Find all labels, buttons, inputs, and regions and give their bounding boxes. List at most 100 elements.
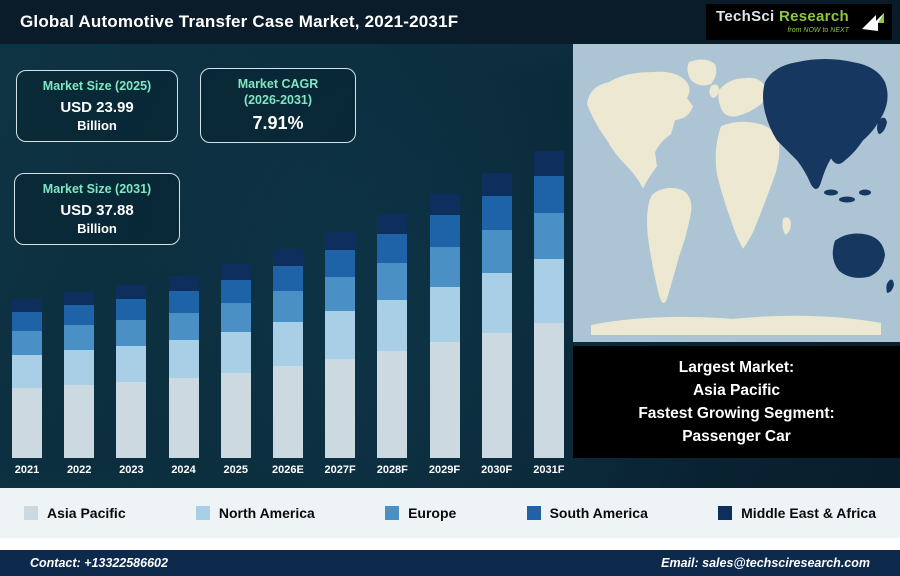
x-axis-label: 2021	[14, 464, 40, 476]
stat-box-market-cagr: Market CAGR (2026-2031) 7.91%	[200, 68, 356, 144]
bar-segment	[533, 213, 564, 259]
map-europe	[718, 77, 767, 117]
logo-name-part1: TechSci	[716, 8, 779, 26]
map-australia-highlight	[832, 233, 885, 278]
map-japan	[877, 117, 887, 135]
bar-segment	[116, 299, 147, 320]
map-greenland	[687, 59, 717, 86]
bar-segment	[325, 250, 356, 277]
bar-segment	[429, 287, 460, 342]
footer-bar: Contact: +13322586602 Email: sales@techs…	[0, 550, 900, 576]
chart-column-2023: 2023	[116, 285, 147, 480]
bar-segment	[12, 331, 42, 355]
x-axis-label: 2024	[171, 464, 196, 476]
bar-segment	[429, 247, 460, 287]
bar-segment	[272, 366, 303, 458]
map-africa	[715, 121, 780, 249]
bar-segment	[168, 291, 199, 313]
legend-item-middle-east-africa: Middle East & Africa	[718, 505, 876, 521]
stat-sublabel: (2026-2031)	[243, 92, 313, 107]
stat-box-market-size-2025: Market Size (2025) USD 23.99 Billion	[16, 70, 178, 142]
stat-value: USD 23.99	[60, 98, 134, 116]
map-south-america	[647, 187, 692, 304]
chart-column-2025: 2025	[220, 264, 251, 480]
bar-segment	[325, 232, 356, 250]
bar-stack	[64, 292, 95, 458]
bar-segment	[272, 322, 303, 366]
bar-segment	[12, 355, 42, 388]
bar-segment	[220, 332, 251, 373]
logo-tagline: from NOW to NEXT	[787, 26, 849, 34]
bar-segment	[429, 194, 460, 215]
fastest-segment-value: Passenger Car	[682, 428, 791, 446]
bar-segment	[12, 299, 42, 312]
bar-segment	[220, 280, 251, 303]
largest-market-value: Asia Pacific	[692, 381, 781, 399]
logo-name: TechSci Research	[716, 9, 849, 26]
bar-segment	[168, 378, 199, 458]
page-title: Global Automotive Transfer Case Market, …	[20, 12, 459, 31]
x-axis-label: 2022	[66, 464, 92, 476]
stat-unit: Billion	[77, 220, 117, 236]
bar-segment	[116, 320, 147, 346]
map-southeast-asia-islands	[839, 196, 855, 203]
bar-segment	[429, 342, 460, 458]
x-axis-label: 2028F	[376, 464, 408, 476]
world-map-svg	[573, 42, 900, 342]
legend-swatch-south-america	[526, 506, 541, 520]
bar-segment	[12, 388, 42, 458]
bar-stack	[533, 151, 564, 458]
legend-item-north-america: North America	[195, 505, 315, 521]
divider-strip	[0, 538, 900, 550]
chart-legend: Asia Pacific North America Europe South …	[0, 488, 900, 538]
bar-segment	[481, 230, 512, 273]
bar-segment	[116, 285, 147, 299]
x-axis-label: 2030F	[481, 464, 513, 476]
map-asia-highlight	[763, 59, 888, 190]
map-uk	[709, 84, 719, 99]
x-axis-label: 2025	[223, 464, 248, 476]
map-new-zealand	[886, 279, 894, 293]
bar-segment	[168, 276, 199, 291]
bar-segment	[64, 385, 95, 458]
chart-column-2021: 2021	[12, 299, 42, 480]
stat-label: Market CAGR	[237, 77, 319, 91]
largest-market-label: Largest Market:	[678, 358, 795, 376]
bar-segment	[533, 323, 564, 458]
chart-column-2030F: 2030F	[481, 173, 512, 480]
chart-column-2031F: 2031F	[533, 151, 564, 480]
bar-segment	[377, 263, 408, 300]
bar-stack	[272, 249, 303, 458]
logo-name-part2: Research	[778, 8, 849, 26]
world-map	[573, 42, 900, 342]
chart-column-2027F: 2027F	[325, 232, 356, 480]
bar-stack	[377, 214, 408, 458]
legend-item-asia-pacific: Asia Pacific	[24, 505, 126, 521]
legend-item-south-america: South America	[526, 505, 648, 521]
bar-stack	[116, 285, 147, 458]
chart-column-2029F: 2029F	[429, 194, 460, 480]
bar-segment	[481, 333, 512, 458]
bar-segment	[325, 311, 356, 359]
bar-stack	[220, 264, 251, 458]
chart-column-2026E: 2026E	[272, 249, 304, 480]
bar-segment	[377, 234, 408, 263]
bar-segment	[64, 350, 95, 385]
x-axis-label: 2029F	[428, 464, 461, 476]
stat-unit: Billion	[77, 117, 117, 133]
stat-label: Market Size (2031)	[42, 182, 152, 196]
map-southeast-asia-islands	[859, 189, 871, 196]
bar-segment	[272, 266, 303, 291]
bar-segment	[64, 292, 95, 305]
bar-segment	[325, 277, 356, 311]
techsci-logo: TechSci Research from NOW to NEXT	[706, 4, 892, 40]
chart-column-2022: 2022	[64, 292, 95, 480]
legend-label: South America	[549, 505, 648, 521]
bar-segment	[429, 215, 460, 247]
stat-value: USD 37.88	[60, 201, 134, 219]
header-bar: Global Automotive Transfer Case Market, …	[0, 0, 900, 44]
map-antarctica	[591, 315, 881, 335]
x-axis-label: 2031F	[533, 464, 565, 476]
legend-label: Europe	[408, 505, 457, 521]
